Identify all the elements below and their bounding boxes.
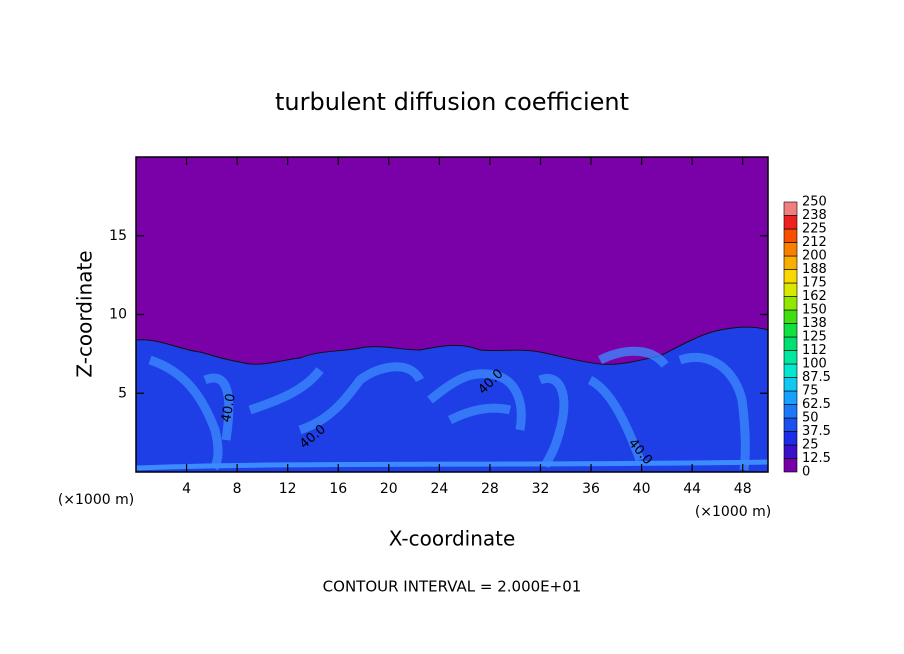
colorbar-label: 112 bbox=[802, 343, 827, 358]
x-unit-label: (×1000 m) bbox=[695, 504, 771, 520]
contour-label: 40.0 bbox=[219, 392, 239, 423]
colorbar-band bbox=[783, 350, 798, 365]
y-tick-label: 15 bbox=[109, 228, 127, 244]
swirl bbox=[203, 373, 234, 441]
colorbar-label: 62.5 bbox=[802, 397, 831, 412]
chart-title: turbulent diffusion coefficient bbox=[275, 88, 629, 116]
y-tick-label: 10 bbox=[109, 307, 127, 323]
field-region bbox=[135, 326, 769, 473]
colorbar-band bbox=[783, 390, 798, 405]
colorbar-band bbox=[783, 404, 798, 419]
colorbar-label: 100 bbox=[802, 357, 827, 372]
colorbar-label: 25 bbox=[802, 438, 819, 453]
colorbar-label: 50 bbox=[802, 411, 819, 426]
colorbar-band bbox=[783, 255, 798, 270]
colorbar-label: 75 bbox=[802, 384, 819, 399]
colorbar-label: 162 bbox=[802, 289, 827, 304]
colorbar-band bbox=[783, 458, 798, 473]
y-unit-label: (×1000 m) bbox=[58, 492, 134, 508]
x-tick-label: 16 bbox=[329, 481, 347, 497]
swirl bbox=[447, 403, 512, 425]
x-tick-label: 4 bbox=[182, 481, 191, 497]
colorbar-label: 138 bbox=[802, 316, 827, 331]
swirl bbox=[427, 369, 526, 431]
colorbar-band bbox=[783, 336, 798, 351]
colorbar-band bbox=[783, 269, 798, 284]
surface-layer bbox=[135, 459, 769, 471]
colorbar-label: 225 bbox=[802, 222, 827, 237]
swirl bbox=[248, 367, 324, 415]
colorbar-label: 175 bbox=[802, 276, 827, 291]
footer-note: CONTOUR INTERVAL = 2.000E+01 bbox=[323, 578, 582, 596]
colorbar-label: 150 bbox=[802, 303, 827, 318]
swirl bbox=[597, 346, 669, 369]
colorbar-band bbox=[783, 309, 798, 324]
colorbar-band bbox=[783, 215, 798, 230]
x-axis-label: X-coordinate bbox=[389, 527, 516, 551]
field-swirls bbox=[148, 346, 750, 471]
colorbar-band bbox=[783, 242, 798, 257]
x-tick-label: 44 bbox=[683, 481, 701, 497]
x-tick-label: 32 bbox=[532, 481, 550, 497]
colorbar-band bbox=[783, 228, 798, 243]
x-tick-label: 12 bbox=[279, 481, 297, 497]
y-axis-label: Z-coordinate bbox=[73, 250, 97, 377]
colorbar-label: 87.5 bbox=[802, 370, 831, 385]
colorbar-band bbox=[783, 296, 798, 311]
colorbar-label: 0 bbox=[802, 465, 810, 480]
x-tick-label: 36 bbox=[582, 481, 600, 497]
x-tick-label: 48 bbox=[734, 481, 752, 497]
colorbar-band bbox=[783, 417, 798, 432]
colorbar-label: 125 bbox=[802, 330, 827, 345]
colorbar-label: 37.5 bbox=[802, 424, 831, 439]
colorbar-label: 250 bbox=[802, 195, 827, 210]
swirl bbox=[587, 375, 645, 462]
swirl bbox=[298, 362, 425, 435]
colorbar-label: 238 bbox=[802, 208, 827, 223]
colorbar-band bbox=[783, 377, 798, 392]
colorbar-label: 188 bbox=[802, 262, 827, 277]
y-tick-label: 5 bbox=[118, 385, 127, 401]
swirl bbox=[148, 355, 223, 471]
x-tick-label: 20 bbox=[380, 481, 398, 497]
colorbar-band bbox=[783, 201, 798, 216]
x-tick-label: 24 bbox=[430, 481, 448, 497]
colorbar-label: 200 bbox=[802, 249, 827, 264]
x-tick-label: 8 bbox=[233, 481, 242, 497]
colorbar-band bbox=[783, 363, 798, 378]
swirl bbox=[538, 374, 569, 469]
swirl bbox=[678, 352, 750, 471]
field bbox=[135, 157, 769, 473]
colorbar-label: 212 bbox=[802, 235, 827, 250]
colorbar-band bbox=[783, 323, 798, 338]
x-tick-label: 28 bbox=[481, 481, 499, 497]
colorbar-band bbox=[783, 431, 798, 446]
colorbar-band bbox=[783, 282, 798, 297]
colorbar-label: 12.5 bbox=[802, 451, 831, 466]
colorbar-band bbox=[783, 444, 798, 459]
x-tick-label: 40 bbox=[633, 481, 651, 497]
